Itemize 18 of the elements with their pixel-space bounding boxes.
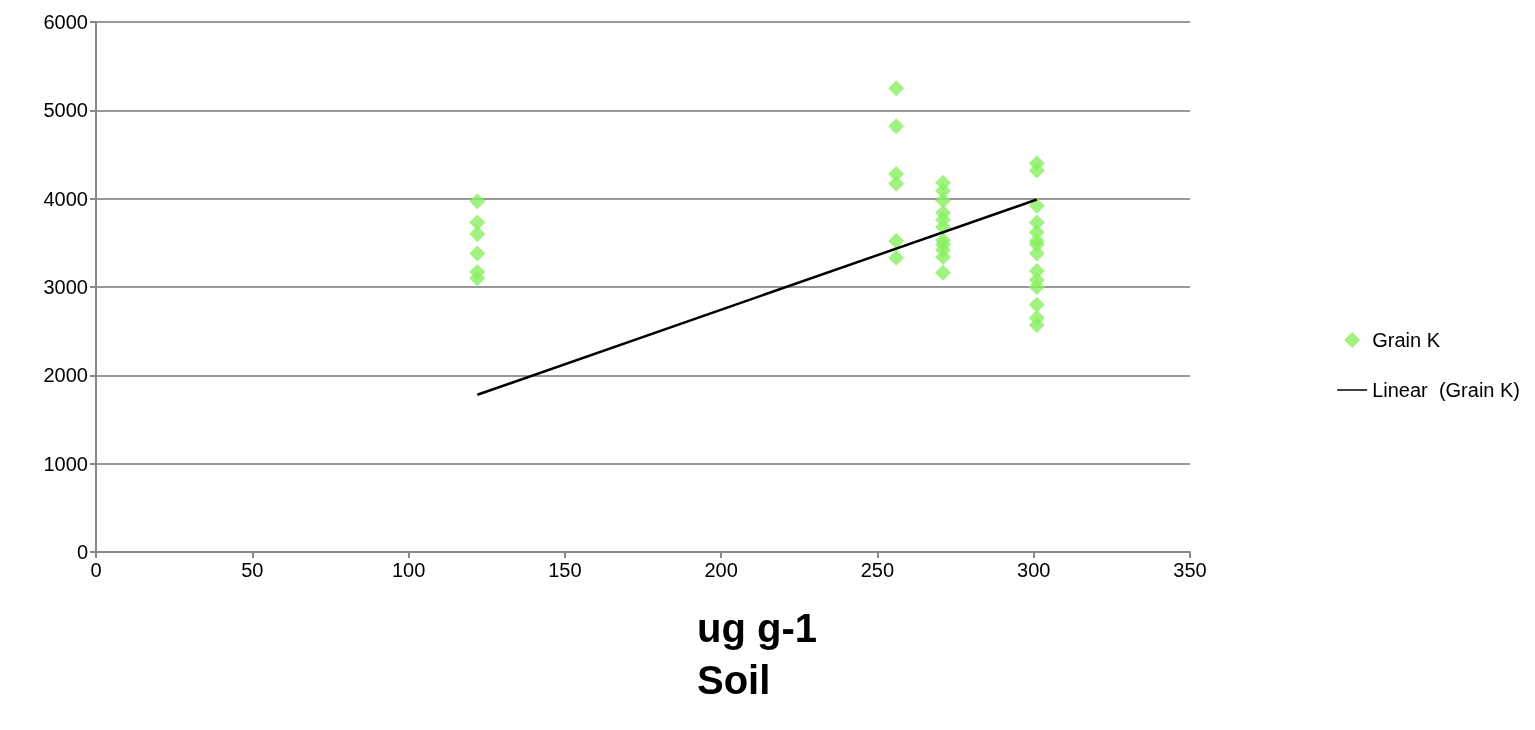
x-tick-label: 50 bbox=[241, 559, 264, 581]
y-tick-label: 6000 bbox=[43, 11, 88, 33]
x-tick-label: 100 bbox=[391, 559, 426, 581]
y-tick-label: 5000 bbox=[43, 99, 88, 122]
x-tick-label: 0 bbox=[90, 559, 102, 581]
y-tick-label: 4000 bbox=[43, 187, 88, 210]
y-tick-label: 2000 bbox=[43, 364, 88, 387]
x-tick-label: 350 bbox=[1173, 559, 1207, 581]
x-tick-label: 200 bbox=[704, 559, 738, 581]
x-tick-label: 150 bbox=[548, 559, 582, 581]
x-axis-title: ug g-1 Soil bbox=[697, 606, 817, 702]
y-tick-label: 3000 bbox=[43, 276, 88, 298]
y-tick-label: 1000 bbox=[43, 452, 88, 475]
x-tick-label: 250 bbox=[860, 559, 895, 581]
legend-label: Grain K bbox=[1372, 329, 1441, 351]
legend-label: Linear (Grain K) bbox=[1372, 379, 1521, 401]
x-tick-label: 300 bbox=[1017, 559, 1051, 581]
y-tick-label: 0 bbox=[76, 541, 88, 563]
